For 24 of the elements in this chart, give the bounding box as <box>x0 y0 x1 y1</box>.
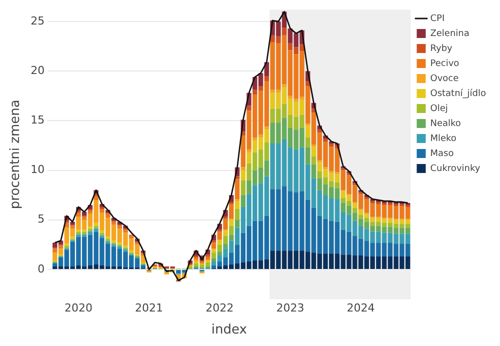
legend-label: Cukrovinky <box>430 164 481 174</box>
y-tick-label: 5 <box>38 212 45 226</box>
x-tick-label: 2022 <box>206 302 234 315</box>
y-tick-label: 20 <box>30 64 45 77</box>
legend-label: Ryby <box>430 44 454 54</box>
legend-label: Mleko <box>430 134 457 144</box>
legend-label: Olej <box>430 104 448 114</box>
y-tick-label: 10 <box>30 163 45 176</box>
x-tick-label: 2024 <box>346 302 375 315</box>
legend-label: Zelenina <box>430 28 470 39</box>
y-tick-label: 0 <box>38 262 45 276</box>
legend-label: Ostatní_jídlo <box>430 88 486 99</box>
x-axis-title: index <box>211 322 248 338</box>
legend-label: CPI <box>430 14 445 24</box>
y-axis-title: procentni zmena <box>8 100 24 210</box>
legend-label: Nealko <box>430 118 462 129</box>
x-tick-label: 2023 <box>276 302 304 315</box>
y-tick-label: 15 <box>30 114 45 127</box>
legend-label: Pecivo <box>430 58 460 69</box>
y-tick-label: 25 <box>30 14 45 28</box>
x-tick-label: 2021 <box>135 302 164 315</box>
legend-label: Ovoce <box>430 74 460 84</box>
x-tick-label: 2020 <box>64 302 92 315</box>
legend-label: Maso <box>430 148 454 159</box>
